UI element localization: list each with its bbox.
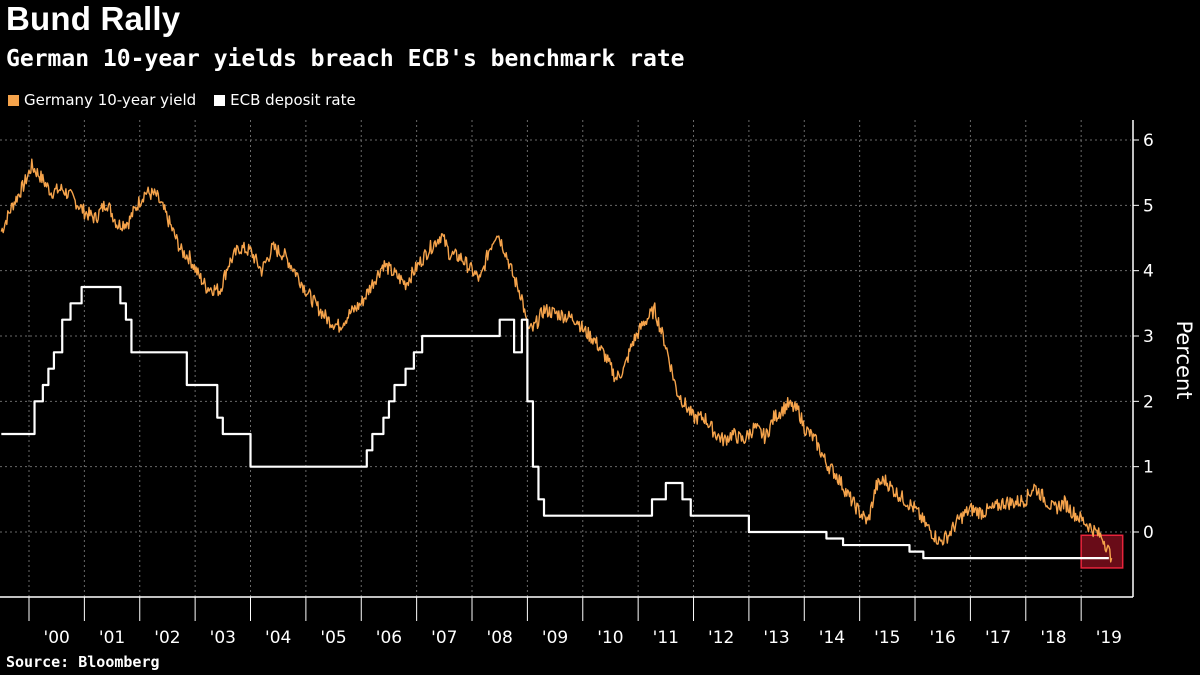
legend: Germany 10-year yield ECB deposit rate: [8, 91, 356, 109]
highlight-box: [1080, 534, 1124, 569]
x-tick-label: '13: [763, 628, 789, 648]
x-tick-label: '10: [597, 628, 623, 648]
x-tick-label: '07: [431, 628, 457, 648]
legend-label-ecb-rate: ECB deposit rate: [230, 91, 356, 109]
highlight-box-group: [1080, 534, 1124, 569]
x-tick-label: '08: [487, 628, 513, 648]
x-tick-label: '05: [320, 628, 346, 648]
gridlines: [0, 120, 1131, 597]
x-tick-label: '06: [376, 628, 402, 648]
x-tick-label: '15: [874, 628, 900, 648]
x-tick-label: '01: [99, 628, 125, 648]
legend-item-ecb-rate: ECB deposit rate: [214, 91, 356, 109]
chart-subtitle: German 10-year yields breach ECB's bench…: [6, 46, 685, 72]
y-tick-label: 6: [1143, 131, 1154, 151]
x-tick-label: '19: [1096, 628, 1122, 648]
y-tick-label: 2: [1143, 392, 1154, 412]
x-tick-label: '18: [1040, 628, 1066, 648]
source-note: Source: Bloomberg: [6, 653, 160, 671]
x-tick-label: '00: [44, 628, 70, 648]
legend-item-germany-yield: Germany 10-year yield: [8, 91, 196, 109]
x-tick-label: '12: [708, 628, 734, 648]
y-tick-label: 3: [1143, 327, 1154, 347]
y-tick-label: 0: [1143, 523, 1154, 543]
y-tick-label: 4: [1143, 262, 1154, 282]
y-tick-label: 1: [1143, 458, 1154, 478]
x-tick-label: '16: [930, 628, 956, 648]
x-tick-label: '09: [542, 628, 568, 648]
x-tick-label: '03: [210, 628, 236, 648]
y-axis-label: Percent: [1172, 320, 1196, 399]
chart-title: Bund Rally: [6, 0, 181, 37]
x-tick-label: '11: [653, 628, 679, 648]
tick-labels: 0 1 2 3 4 5 6 '00 '01 '02 '03 '04 '05 '06 '07 '08 '09 '10…: [44, 131, 1154, 648]
legend-swatch-germany-yield: [8, 94, 19, 106]
axes: [0, 120, 1139, 621]
y-tick-label: 5: [1143, 196, 1154, 216]
x-tick-label: '04: [265, 628, 291, 648]
series-lines: [0, 158, 1113, 563]
legend-label-germany-yield: Germany 10-year yield: [24, 91, 197, 109]
series-line-germany-yield: [0, 158, 1113, 563]
x-tick-label: '02: [154, 628, 180, 648]
legend-swatch-ecb-rate: [214, 94, 226, 106]
series-line-ecb-rate: [1, 285, 1109, 560]
x-tick-label: '14: [819, 628, 845, 648]
x-tick-label: '17: [985, 628, 1011, 648]
